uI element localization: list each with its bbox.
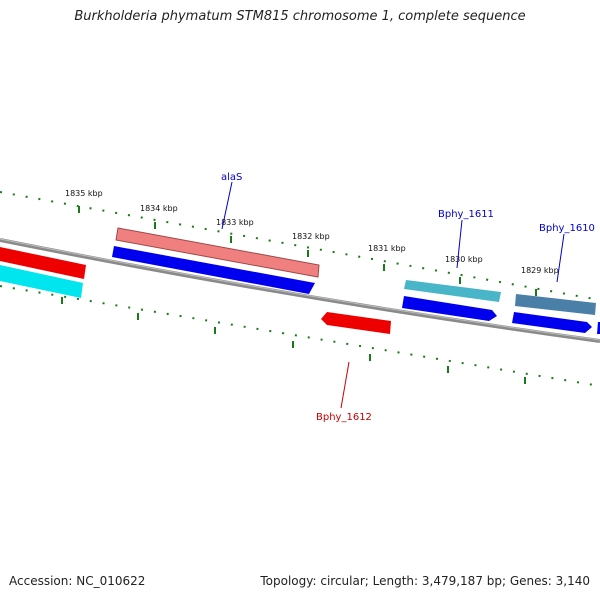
map-title: Burkholderia phymatum STM815 chromosome … [74,9,526,24]
outer-major-ticks [78,206,537,296]
chromosome-backbone [0,238,600,343]
gene-label-bphy-1612[interactable]: Bphy_1612 [316,412,372,423]
tick-label-1834: 1834 kbp [140,204,178,213]
tick-label-1830: 1830 kbp [445,255,483,264]
gene-bphy-1612[interactable] [321,312,391,334]
tick-label-1831: 1831 kbp [368,244,406,253]
bphy-1612-leader-line [340,361,350,409]
gene-label-bphy-1611[interactable]: Bphy_1611 [438,209,494,220]
alaS-leader-line [221,181,233,230]
tick-label-1835: 1835 kbp [65,189,103,198]
bphy-1610-leader-line [556,233,565,283]
forward-cds-edge[interactable] [597,322,600,334]
gene-label-bphy-1610[interactable]: Bphy_1610 [539,223,595,234]
inner-major-ticks [61,297,526,384]
tick-label-1829: 1829 kbp [521,266,559,275]
gene-label-alaS[interactable]: alaS [221,172,242,183]
sequence-summary-text: Topology: circular; Length: 3,479,187 bp… [260,574,590,588]
forward-cds-track [112,246,600,334]
tick-label-1833: 1833 kbp [216,218,254,227]
bphy-1611-leader-line [456,219,463,269]
forward-cds-bphy-1611[interactable] [402,296,497,321]
tick-label-1832: 1832 kbp [292,232,330,241]
outer-tick-track [0,191,600,301]
reverse-cds-left[interactable] [0,247,86,279]
gene-bphy-1611[interactable] [404,280,501,302]
cyan-gene-left[interactable] [0,265,83,298]
gene-bphy-1610[interactable] [515,294,596,315]
accession-text: Accession: NC_010622 [9,574,146,588]
gene-alaS[interactable] [115,227,320,278]
inner-tick-track [0,285,600,387]
forward-cds-bphy-1610[interactable] [512,312,592,333]
forward-cds-left[interactable] [112,246,315,294]
